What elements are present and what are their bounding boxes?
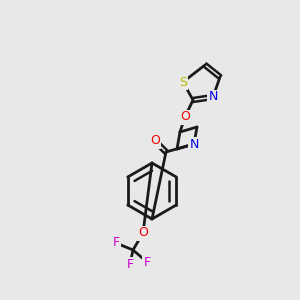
Text: O: O xyxy=(138,226,148,239)
Text: F: F xyxy=(112,236,120,250)
Text: S: S xyxy=(179,76,187,88)
Text: F: F xyxy=(143,256,151,268)
Text: N: N xyxy=(189,137,199,151)
Text: N: N xyxy=(208,91,218,103)
Text: O: O xyxy=(150,134,160,148)
Text: O: O xyxy=(180,110,190,124)
Text: F: F xyxy=(126,257,134,271)
